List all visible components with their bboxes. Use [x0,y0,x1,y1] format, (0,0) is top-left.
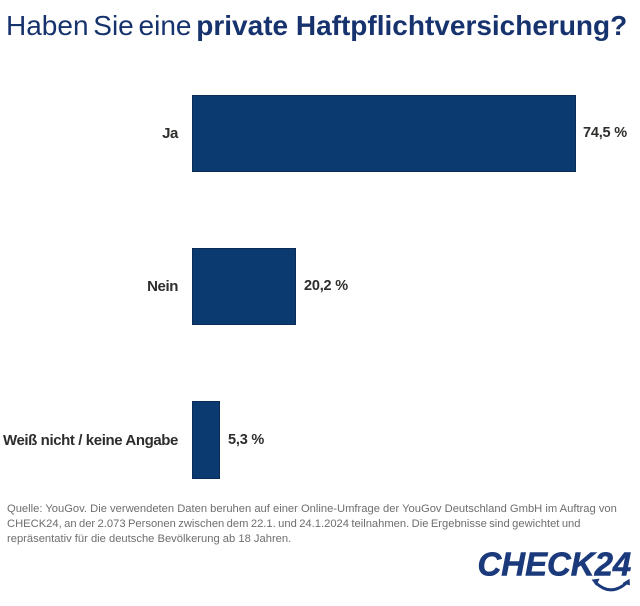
svg-text:CHECK24: CHECK24 [478,546,632,583]
